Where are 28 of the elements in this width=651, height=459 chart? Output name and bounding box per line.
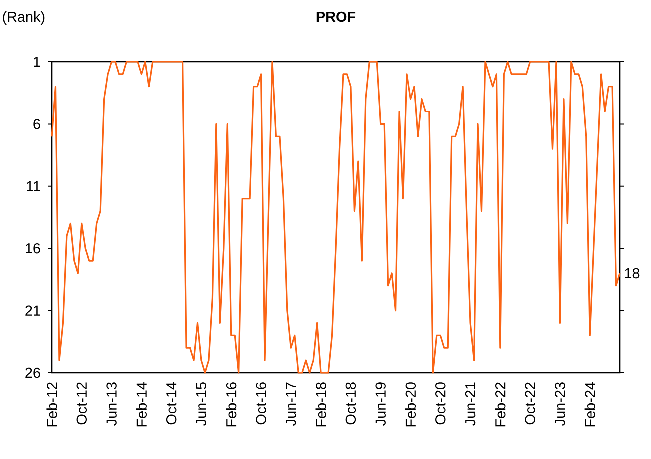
x-tick-label: Feb-16	[226, 382, 237, 427]
x-tick-label: Feb-24	[584, 382, 596, 427]
x-tick-label: Oct-12	[76, 382, 88, 425]
x-tick-label: Jun-15	[196, 382, 207, 426]
x-tick-label: Oct-22	[525, 382, 536, 425]
x-tick-label: Oct-20	[436, 382, 446, 425]
x-tick-label: Feb-14	[136, 382, 147, 427]
x-tick-label: Jun-13	[106, 382, 117, 426]
x-tick-label: Feb-12	[46, 382, 58, 427]
y-tick-label: 26	[26, 368, 40, 378]
y-tick-label: 21	[26, 306, 40, 316]
annotation: 18	[625, 268, 640, 279]
x-tick-label: Jun-21	[465, 382, 476, 426]
x-tick-label: Jun-23	[555, 382, 566, 426]
x-tick-label: Feb-18	[316, 382, 326, 427]
x-tick-label: Oct-18	[346, 382, 356, 425]
x-tick-label: Oct-16	[256, 382, 266, 425]
x-tick-label: Feb-22	[495, 382, 506, 427]
x-tick-label: Jun-17	[286, 382, 296, 426]
y-tick-label: 6	[34, 119, 40, 130]
y-tick-label: 11	[27, 181, 40, 192]
y-axis-title: (Rank)	[3, 12, 45, 25]
y-tick-label: 1	[34, 57, 40, 67]
y-tick-label: 16	[26, 243, 40, 254]
chart-title: PROF	[316, 12, 356, 22]
x-tick-label: Jun-19	[376, 382, 386, 426]
x-tick-label: Feb-20	[405, 382, 416, 427]
x-tick-label: Oct-14	[166, 382, 177, 425]
